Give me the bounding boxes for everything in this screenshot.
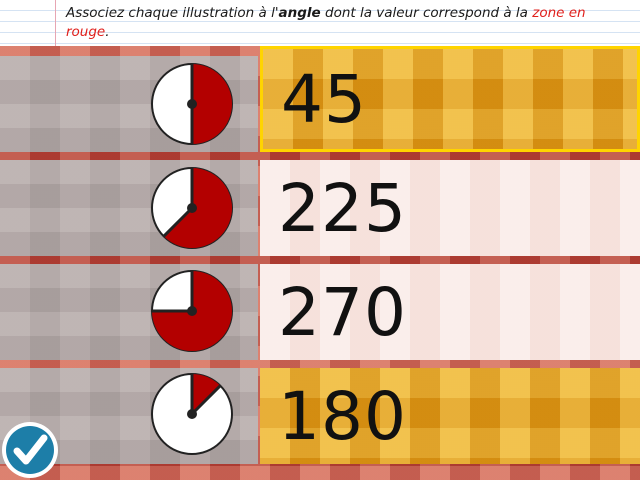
answer-card-3[interactable]: 270 bbox=[260, 264, 640, 360]
dial-center bbox=[187, 409, 197, 419]
checkmark-icon bbox=[13, 434, 48, 465]
validate-button[interactable] bbox=[0, 420, 60, 480]
angle-illustration-3 bbox=[151, 270, 233, 352]
dial-center bbox=[187, 203, 197, 213]
dial-center bbox=[187, 99, 197, 109]
red-zone bbox=[192, 64, 232, 144]
dial-center bbox=[187, 306, 197, 316]
answer-card-2[interactable]: 225 bbox=[260, 160, 640, 256]
instruction-highlight: zone en rouge bbox=[66, 5, 586, 40]
angle-hand bbox=[162, 206, 194, 238]
instruction-part1: Associez chaque illustration à l' bbox=[66, 5, 279, 21]
angle-hand bbox=[190, 384, 222, 416]
paper-margin-line bbox=[55, 0, 56, 46]
instruction-part3: . bbox=[105, 24, 110, 40]
instruction-part2: dont la valeur correspond à la bbox=[320, 5, 533, 21]
angle-illustration-2 bbox=[151, 167, 233, 249]
instruction-keyword: angle bbox=[278, 5, 321, 21]
answer-card-1[interactable]: 45 bbox=[260, 46, 640, 152]
answer-value: 225 bbox=[278, 169, 407, 247]
red-zone bbox=[192, 374, 221, 414]
angle-illustration-4 bbox=[151, 373, 233, 455]
validate-button-face bbox=[6, 426, 54, 474]
instruction-text: Associez chaque illustration à l'angle d… bbox=[66, 4, 626, 42]
answer-card-4[interactable]: 180 bbox=[260, 368, 640, 464]
red-zone bbox=[163, 168, 233, 248]
instruction-paper: Associez chaque illustration à l'angle d… bbox=[0, 0, 640, 46]
answer-value: 45 bbox=[281, 60, 367, 138]
answer-value: 270 bbox=[278, 273, 407, 351]
answer-value: 180 bbox=[278, 377, 407, 455]
angle-illustration-1 bbox=[151, 63, 233, 145]
